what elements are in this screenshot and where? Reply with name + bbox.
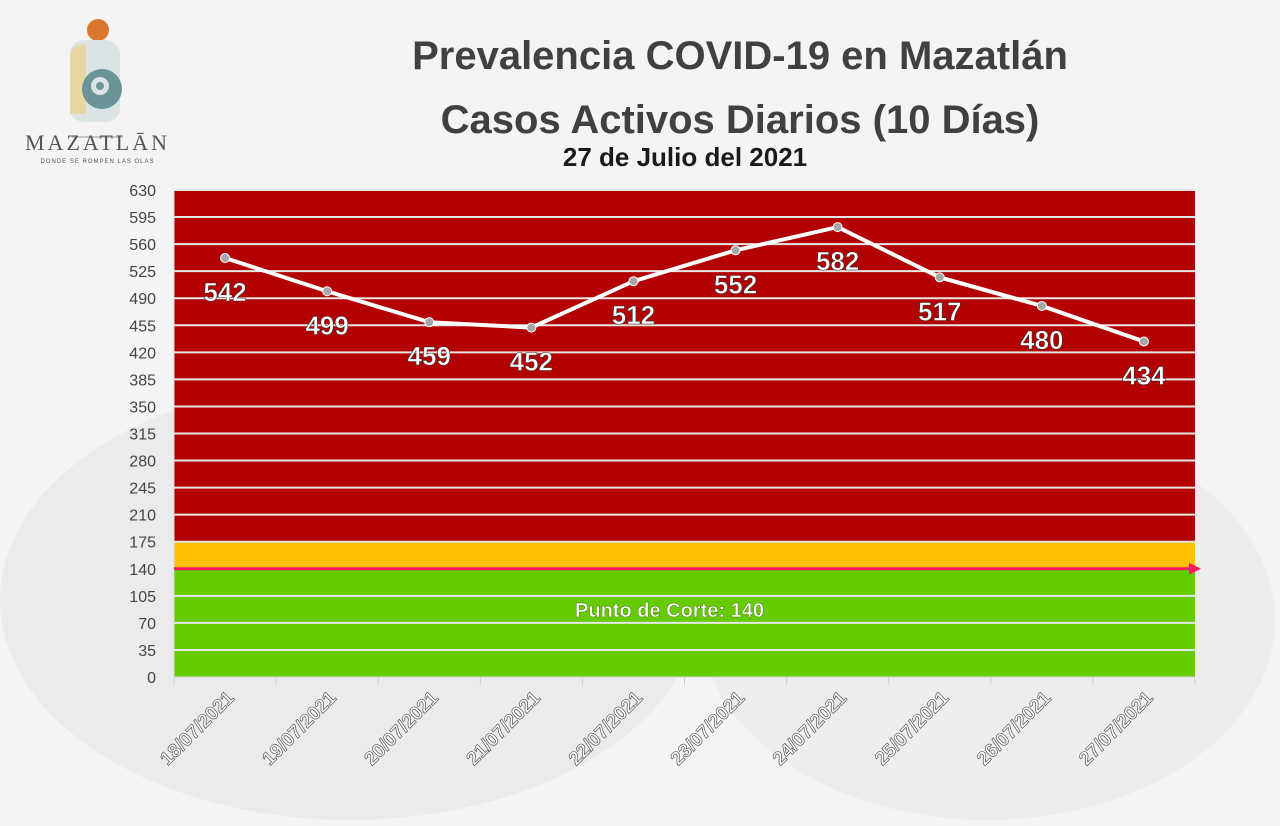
y-tick-label: 420 (129, 345, 156, 362)
y-tick-label: 385 (129, 372, 156, 389)
x-tick-label: 26/07/2021 (973, 687, 1055, 769)
data-point (220, 253, 231, 264)
chart-title: Prevalencia COVID-19 en Mazatlán (412, 34, 1068, 78)
x-tick-label: 21/07/2021 (463, 687, 545, 769)
data-point (1138, 336, 1149, 347)
y-tick-label: 210 (129, 508, 156, 525)
data-label: 452 (510, 347, 553, 377)
y-tick-label: 140 (129, 562, 156, 579)
y-tick-label: 105 (129, 589, 156, 606)
y-tick-label: 0 (147, 670, 156, 687)
chart-date: 27 de Julio del 2021 (562, 142, 808, 172)
y-tick-label: 315 (129, 427, 156, 444)
x-tick-label: 19/07/2021 (259, 687, 341, 769)
y-tick-label: 525 (129, 264, 156, 281)
data-label: 480 (1020, 325, 1063, 355)
data-label: 517 (918, 296, 961, 326)
y-tick-label: 490 (129, 291, 156, 308)
x-tick-label: 23/07/2021 (667, 687, 749, 769)
x-tick-label: 25/07/2021 (871, 687, 953, 769)
y-tick-label: 175 (129, 535, 156, 552)
zone-band (174, 190, 1195, 542)
data-label: 552 (714, 269, 757, 299)
data-label: 434 (1122, 361, 1166, 391)
threshold-label: Punto de Corte: 140 (575, 600, 764, 622)
x-tick-label: 22/07/2021 (565, 687, 647, 769)
data-label: 499 (305, 310, 348, 340)
data-point (730, 245, 741, 256)
data-label: 542 (203, 277, 246, 307)
y-tick-label: 280 (129, 454, 156, 471)
data-point (1036, 300, 1047, 311)
data-point (934, 272, 945, 283)
y-tick-label: 455 (129, 318, 156, 335)
y-tick-label: 245 (129, 481, 156, 498)
data-point (322, 286, 333, 297)
threshold-arrow-icon (1189, 562, 1201, 575)
data-point (526, 322, 537, 333)
data-label: 582 (816, 246, 859, 276)
y-tick-label: 560 (129, 237, 156, 254)
y-tick-label: 35 (138, 643, 156, 660)
x-tick-label: 20/07/2021 (361, 687, 443, 769)
zone-band (174, 541, 1195, 569)
mazatlan-logo: MAZATLĀN DONDE SE ROMPEN LAS OLAS (20, 14, 175, 174)
x-tick-label: 24/07/2021 (769, 687, 851, 769)
logo-name: MAZATLĀN (25, 130, 170, 155)
y-tick-label: 595 (129, 210, 156, 227)
x-tick-label: 18/07/2021 (156, 687, 238, 769)
y-tick-label: 70 (138, 616, 156, 633)
logo-tagline: DONDE SE ROMPEN LAS OLAS (40, 159, 155, 165)
data-label: 459 (408, 341, 451, 371)
data-label: 512 (612, 300, 655, 330)
logo-emblem-icon (70, 19, 123, 138)
data-point (628, 276, 639, 287)
data-point (424, 317, 435, 328)
data-point (832, 222, 843, 233)
series-line (224, 224, 1145, 344)
y-tick-label: 630 (129, 183, 156, 200)
x-tick-label: 27/07/2021 (1075, 687, 1157, 769)
chart-subtitle: Casos Activos Diarios (10 Días) (440, 98, 1040, 142)
y-tick-label: 350 (129, 399, 156, 416)
